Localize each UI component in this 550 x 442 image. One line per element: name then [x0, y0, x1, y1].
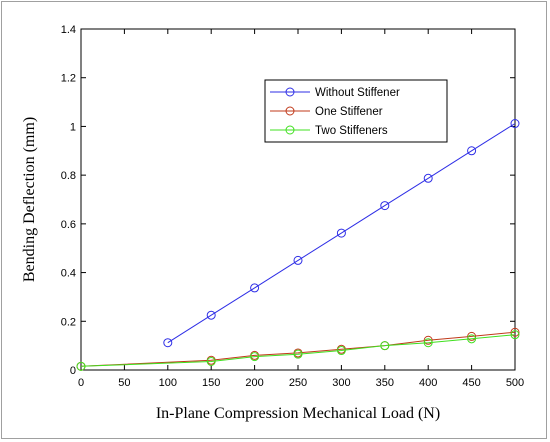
- x-tick-label: 400: [419, 377, 437, 389]
- x-axis-title: In-Plane Compression Mechanical Load (N): [156, 405, 440, 422]
- y-tick-label: 0: [70, 365, 76, 377]
- series-line: [80, 334, 516, 367]
- legend-label: Two Stiffeners: [315, 125, 388, 137]
- data-point: [293, 255, 303, 265]
- x-tick-label: 200: [245, 377, 263, 389]
- x-tick-label: 300: [332, 377, 350, 389]
- series-2: [76, 330, 520, 371]
- x-tick-label: 100: [159, 377, 177, 389]
- legend-label: Without Stiffener: [315, 87, 400, 99]
- legend-marker: [285, 106, 295, 116]
- y-tick-label: 1.4: [61, 24, 76, 36]
- data-point: [510, 327, 520, 337]
- x-tick-label: 0: [78, 377, 84, 389]
- data-point: [467, 334, 477, 344]
- data-point: [293, 349, 303, 359]
- series-line: [80, 331, 516, 367]
- data-point: [510, 119, 520, 129]
- x-tick-label: 350: [376, 377, 394, 389]
- y-tick-label: 1: [70, 121, 76, 133]
- y-tick-label: 1.2: [61, 73, 76, 85]
- data-point: [423, 335, 433, 345]
- series-layer: [76, 119, 520, 371]
- series-0: [163, 119, 520, 348]
- x-tick-label: 500: [506, 377, 524, 389]
- data-point: [510, 330, 520, 340]
- data-point: [206, 310, 216, 320]
- data-point: [467, 146, 477, 156]
- x-tick-label: 450: [462, 377, 480, 389]
- y-axis-title: Bending Deflection (mm): [21, 117, 38, 282]
- data-point: [467, 331, 477, 341]
- series-line: [167, 123, 516, 344]
- y-tick-label: 0.4: [61, 268, 76, 280]
- legend: Without Stiffener One Stiffener Two Stiffe…: [264, 79, 448, 143]
- x-tick-label: 50: [118, 377, 130, 389]
- data-point: [423, 173, 433, 183]
- y-tick-label: 0.6: [61, 219, 76, 231]
- y-tick-label: 0.8: [61, 170, 76, 182]
- data-point: [76, 361, 86, 371]
- data-point: [163, 338, 173, 348]
- legend-label: One Stiffener: [315, 106, 383, 118]
- axis-ticks: 0 50 100 150 200 250 300 350 400 450 500 0 0.2 0.4 0.6…: [61, 24, 524, 389]
- data-point: [250, 352, 260, 362]
- data-point: [336, 346, 346, 356]
- data-point: [380, 201, 390, 211]
- legend-marker: [285, 125, 295, 135]
- data-point: [206, 356, 216, 366]
- data-point: [250, 283, 260, 293]
- data-point: [423, 338, 433, 348]
- data-point: [336, 228, 346, 238]
- data-point: [380, 341, 390, 351]
- legend-marker: [285, 87, 295, 97]
- x-tick-label: 150: [202, 377, 220, 389]
- x-tick-label: 250: [289, 377, 307, 389]
- y-tick-label: 0.2: [61, 316, 76, 328]
